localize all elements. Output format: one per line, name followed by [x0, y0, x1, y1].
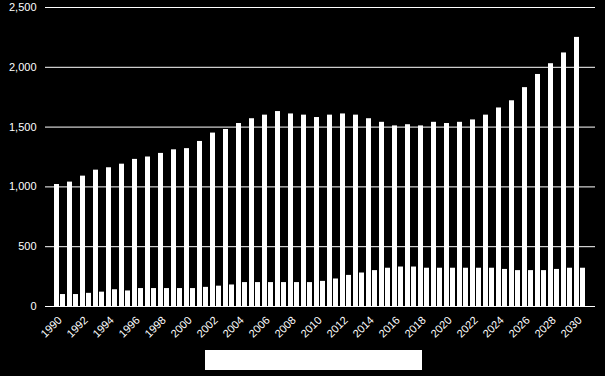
svg-text:1,500: 1,500	[9, 121, 37, 133]
svg-text:0: 0	[30, 300, 36, 312]
svg-text:1990: 1990	[38, 314, 64, 340]
svg-text:2002: 2002	[194, 314, 220, 340]
svg-text:2014: 2014	[350, 314, 376, 340]
svg-text:2030: 2030	[558, 314, 584, 340]
svg-text:500: 500	[18, 240, 36, 252]
svg-text:2,000: 2,000	[9, 61, 37, 73]
svg-text:2020: 2020	[428, 314, 454, 340]
svg-text:2006: 2006	[246, 314, 272, 340]
svg-text:1996: 1996	[116, 314, 142, 340]
svg-text:2010: 2010	[298, 314, 324, 340]
svg-text:2004: 2004	[220, 314, 246, 340]
svg-text:2024: 2024	[480, 314, 506, 340]
svg-text:2022: 2022	[454, 314, 480, 340]
svg-text:1998: 1998	[142, 314, 168, 340]
svg-text:2,500: 2,500	[9, 1, 37, 13]
svg-text:1,000: 1,000	[9, 180, 37, 192]
svg-text:2000: 2000	[168, 314, 194, 340]
svg-text:2026: 2026	[506, 314, 532, 340]
svg-text:1994: 1994	[90, 314, 116, 340]
svg-text:2016: 2016	[376, 314, 402, 340]
svg-text:2028: 2028	[532, 314, 558, 340]
svg-text:2012: 2012	[324, 314, 350, 340]
svg-text:2018: 2018	[402, 314, 428, 340]
svg-text:1992: 1992	[64, 314, 90, 340]
svg-text:2008: 2008	[272, 314, 298, 340]
